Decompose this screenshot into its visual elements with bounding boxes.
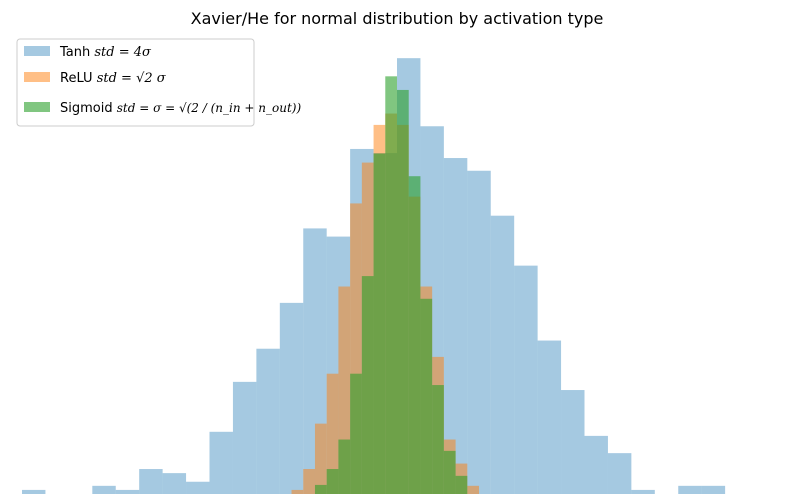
bar-tanh-28 xyxy=(678,485,702,494)
bar-relu-1 xyxy=(303,469,315,494)
bar-tanh-25 xyxy=(607,453,632,494)
legend-frame xyxy=(16,38,255,127)
bar-sigmoid-8 xyxy=(408,176,421,494)
legend-label-relu: ReLU std = √2 σ xyxy=(60,71,167,86)
bar-relu-0 xyxy=(291,489,304,494)
bar-sigmoid-7 xyxy=(397,89,409,494)
bar-tanh-7 xyxy=(186,481,210,494)
bar-tanh-26 xyxy=(631,489,655,494)
bar-tanh-3 xyxy=(92,485,116,494)
bar-sigmoid-5 xyxy=(373,153,386,494)
bar-tanh-19 xyxy=(467,170,491,494)
bar-tanh-21 xyxy=(514,265,538,494)
legend-label-relu-name: ReLU xyxy=(60,71,93,86)
legend: Tanh std = 4σ ReLU std = √2 σ Sigmoid st… xyxy=(16,38,301,127)
bar-sigmoid-10 xyxy=(432,385,444,494)
bar-tanh-6 xyxy=(162,473,187,494)
bar-tanh-9 xyxy=(232,381,257,494)
bar-tanh-10 xyxy=(256,348,280,494)
legend-label-tanh-name: Tanh xyxy=(59,45,90,60)
series-sigmoid xyxy=(314,76,468,494)
bar-relu-5 xyxy=(350,203,362,494)
bar-tanh-0 xyxy=(22,489,46,494)
legend-label-sigmoid-math: std = σ = √(2 / (n_in + n_out)) xyxy=(117,101,302,115)
legend-label-sigmoid: Sigmoid std = σ = √(2 / (n_in + n_out)) xyxy=(60,101,301,116)
bar-sigmoid-2 xyxy=(338,439,351,494)
bar-sigmoid-9 xyxy=(420,298,433,494)
legend-swatch-sigmoid xyxy=(24,102,50,112)
bar-tanh-8 xyxy=(209,431,233,494)
bar-sigmoid-4 xyxy=(361,276,374,494)
bar-sigmoid-1 xyxy=(326,469,339,494)
bar-sigmoid-6 xyxy=(385,76,397,494)
bar-sigmoid-3 xyxy=(350,373,362,494)
legend-swatch-relu xyxy=(24,72,50,82)
legend-label-relu-math: std = √2 σ xyxy=(97,71,167,86)
bar-tanh-4 xyxy=(115,489,140,494)
bar-tanh-11 xyxy=(279,302,304,494)
bar-relu-4 xyxy=(338,286,351,494)
bar-tanh-29 xyxy=(701,485,726,494)
bar-sigmoid-12 xyxy=(455,475,468,494)
bar-tanh-23 xyxy=(561,390,585,494)
chart-title: Xavier/He for normal distribution by act… xyxy=(191,9,604,28)
bar-tanh-22 xyxy=(537,340,562,494)
bar-tanh-5 xyxy=(139,469,163,494)
bar-sigmoid-0 xyxy=(314,484,327,494)
bar-tanh-18 xyxy=(443,158,468,495)
legend-label-tanh: Tanh std = 4σ xyxy=(59,45,152,60)
bar-relu-3 xyxy=(326,373,339,494)
legend-label-tanh-math: std = 4σ xyxy=(94,45,152,60)
bar-tanh-24 xyxy=(584,435,608,494)
bar-relu-2 xyxy=(314,423,327,494)
bar-tanh-20 xyxy=(490,215,515,494)
bar-relu-15 xyxy=(467,485,480,494)
legend-swatch-tanh xyxy=(24,46,50,56)
legend-label-sigmoid-name: Sigmoid xyxy=(60,101,113,116)
histogram-bars xyxy=(22,58,726,495)
bar-sigmoid-11 xyxy=(443,450,456,494)
